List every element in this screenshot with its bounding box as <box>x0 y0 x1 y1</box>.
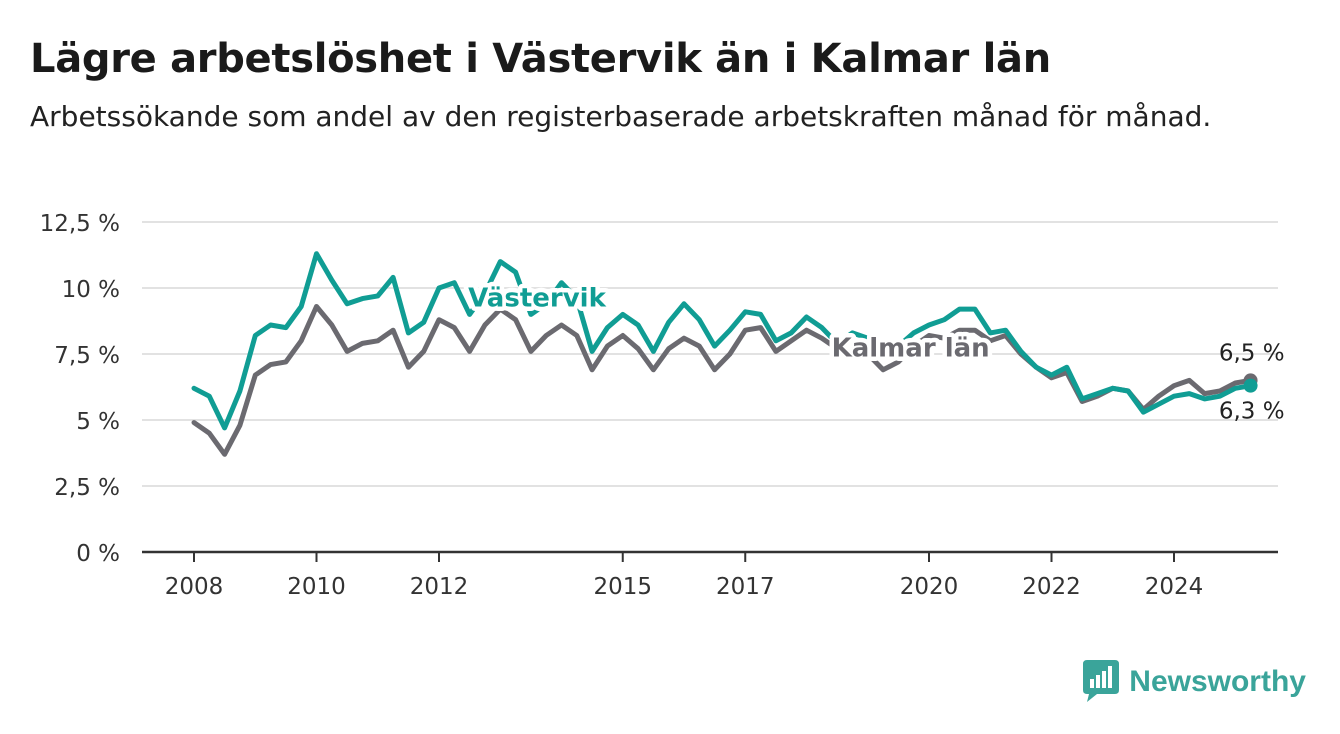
x-tick-label: 2017 <box>716 574 775 600</box>
newsworthy-wordmark: Newsworthy <box>1129 665 1306 698</box>
x-tick-label: 2010 <box>287 574 346 600</box>
y-tick-label: 2,5 % <box>54 475 120 501</box>
x-tick-label: 2024 <box>1145 574 1204 600</box>
x-tick-label: 2020 <box>900 574 959 600</box>
series-line-v-stervik <box>191 251 1254 431</box>
series-annotation-v-stervik: Västervik <box>468 283 606 313</box>
chart-title: Lägre arbetslöshet i Västervik än i Kalm… <box>30 36 1051 82</box>
x-tick-label: 2012 <box>410 574 469 600</box>
x-tick-label: 2008 <box>165 574 224 600</box>
y-tick-label: 7,5 % <box>54 343 120 369</box>
y-tick-label: 0 % <box>76 541 120 567</box>
y-tick-label: 12,5 % <box>40 211 120 237</box>
x-tick-label: 2015 <box>593 574 652 600</box>
x-tick-label: 2022 <box>1022 574 1081 600</box>
series-line-kalmar-l-n <box>191 304 1254 457</box>
chart-subtitle: Arbetssökande som andel av den registerb… <box>30 100 1212 133</box>
newsworthy-logo-icon <box>1083 660 1120 702</box>
end-label-kalmar: 6,5 % <box>1219 340 1285 366</box>
y-tick-label: 10 % <box>62 277 120 303</box>
series-end-point-v-stervik <box>1243 378 1258 393</box>
y-tick-label: 5 % <box>76 409 120 435</box>
newsworthy-logo: Newsworthy <box>1083 660 1306 704</box>
series-annotation-kalmar-l-n: Kalmar län <box>832 334 990 364</box>
end-label-vastervik: 6,3 % <box>1219 399 1285 425</box>
